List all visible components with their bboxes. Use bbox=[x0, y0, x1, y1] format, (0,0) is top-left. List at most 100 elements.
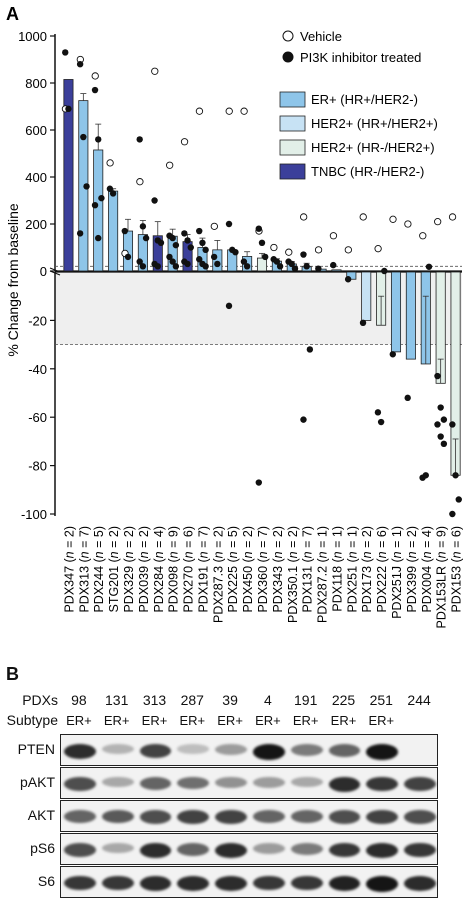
blot-band bbox=[290, 810, 323, 823]
blot-band bbox=[64, 777, 96, 791]
treated-point bbox=[258, 239, 266, 246]
treated-point bbox=[136, 258, 143, 265]
treated-point bbox=[315, 265, 322, 272]
blot-row-label: S6 bbox=[37, 873, 55, 889]
y-tick-label: 400 bbox=[25, 170, 47, 185]
treated-point bbox=[437, 404, 444, 411]
blot-band bbox=[404, 810, 436, 824]
x-tick-label: PDX343 (n = 2) bbox=[271, 526, 285, 613]
bar-pdx251j bbox=[390, 271, 402, 353]
treated-point bbox=[434, 372, 441, 380]
pdx-number-label: 39 bbox=[222, 692, 238, 708]
bar-stg201 bbox=[108, 190, 119, 272]
blot-band bbox=[177, 777, 210, 790]
treated-point bbox=[344, 276, 352, 283]
y-tick-label: -80 bbox=[28, 459, 47, 474]
vehicle-point bbox=[166, 161, 174, 169]
x-tick-label: PDX287.2 (n = 1) bbox=[316, 526, 330, 623]
blot-strip-pten bbox=[60, 734, 438, 766]
blot-band bbox=[139, 744, 172, 758]
treated-point bbox=[452, 472, 459, 479]
treated-point bbox=[157, 239, 165, 246]
vehicle-point bbox=[300, 213, 308, 221]
treated-point bbox=[184, 260, 191, 268]
subtype-header-label: Subtype bbox=[6, 712, 58, 728]
blot-band bbox=[139, 777, 172, 790]
blot-band bbox=[290, 843, 323, 855]
x-tick-label: PDX244 (n = 5) bbox=[92, 526, 106, 613]
legend-label: HER2+ (HR+/HER2+) bbox=[311, 116, 438, 131]
treated-point bbox=[389, 351, 396, 358]
y-axis-label: % Change from baseline bbox=[5, 203, 21, 357]
subtype-label: ER+ bbox=[292, 713, 319, 728]
pdx-number-label: 313 bbox=[142, 692, 167, 708]
treated-point bbox=[76, 230, 84, 237]
legend-label: HER2+ (HR-/HER2+) bbox=[311, 140, 435, 155]
bar-pdx173 bbox=[361, 271, 372, 321]
blot-strip-ps6 bbox=[60, 833, 438, 865]
treated-point bbox=[300, 251, 307, 258]
subtype-label: ER+ bbox=[368, 713, 395, 728]
treated-point bbox=[449, 421, 456, 428]
treated-point bbox=[169, 258, 176, 265]
axis-break-mark bbox=[49, 267, 61, 273]
treated-point bbox=[202, 246, 209, 254]
blot-band bbox=[64, 843, 96, 857]
vehicle-point bbox=[389, 215, 397, 223]
blot-band bbox=[215, 777, 247, 789]
vehicle-point bbox=[329, 232, 338, 240]
treated-point bbox=[455, 496, 462, 503]
bar-chart-pdx-response: A % Change from baseline 0 200 400 600 800 10… bbox=[5, 4, 464, 629]
x-tick-label: PDX329 (n = 2) bbox=[122, 526, 136, 613]
blot-band bbox=[404, 876, 436, 891]
subtype-label: ER+ bbox=[66, 713, 92, 728]
treated-point bbox=[124, 253, 132, 261]
pdx-number-label: 287 bbox=[180, 692, 204, 708]
treated-point bbox=[306, 346, 314, 353]
legend-marker-vehicle bbox=[282, 30, 294, 42]
blot-band bbox=[404, 843, 436, 858]
blot-band bbox=[64, 876, 96, 891]
treated-point bbox=[169, 234, 176, 242]
x-tick-label: PDX191 (n = 7) bbox=[196, 526, 210, 613]
blot-band bbox=[328, 744, 361, 757]
y-tick-label: 0 bbox=[40, 264, 47, 279]
treated-point bbox=[440, 416, 448, 423]
x-tick-label: PDX039 (n = 2) bbox=[137, 526, 151, 613]
axis-break-mark bbox=[49, 270, 61, 276]
vehicle-point bbox=[195, 107, 204, 115]
blot-band bbox=[253, 744, 285, 760]
bar-pdx251 bbox=[346, 271, 357, 280]
x-tick-label: PDX270 (n = 6) bbox=[182, 526, 196, 613]
blot-band bbox=[253, 777, 285, 788]
treated-point bbox=[62, 49, 69, 56]
vehicle-point bbox=[136, 178, 144, 186]
treated-point bbox=[291, 265, 299, 272]
blot-band bbox=[101, 876, 134, 891]
western-blot-panel: B PDXs Subtype 98 ER+ 131 ER+ 313 ER+ 287 ER+ 39… bbox=[0, 660, 464, 900]
blot-band bbox=[253, 843, 285, 854]
pdx-number-label: 244 bbox=[407, 692, 431, 708]
y-tick-label: -20 bbox=[28, 313, 47, 328]
treated-point bbox=[425, 263, 433, 270]
legend-swatch bbox=[279, 163, 306, 180]
x-tick-label: PDX347 (n = 2) bbox=[62, 526, 76, 613]
pdx-number-label: 225 bbox=[331, 692, 356, 708]
treated-point bbox=[210, 253, 218, 261]
vehicle-point bbox=[151, 67, 159, 75]
treated-point bbox=[196, 227, 203, 235]
x-tick-label: PDX153 (n = 6) bbox=[450, 526, 464, 613]
panel-label-b: B bbox=[6, 664, 19, 684]
blot-band bbox=[328, 777, 361, 792]
pdx-number-label: 131 bbox=[105, 692, 129, 708]
pdx-number-label: 251 bbox=[369, 692, 393, 708]
x-tick-label: PDX222 (n = 6) bbox=[375, 526, 389, 613]
vehicle-point bbox=[240, 107, 248, 115]
treated-point bbox=[255, 479, 262, 486]
x-tick-label: PDX287.3 (n = 2) bbox=[211, 526, 225, 623]
treated-point bbox=[374, 409, 382, 416]
legend-swatch bbox=[279, 139, 306, 156]
treated-point bbox=[262, 253, 269, 261]
blot-strip-akt bbox=[60, 800, 438, 832]
blot-band bbox=[366, 843, 399, 858]
